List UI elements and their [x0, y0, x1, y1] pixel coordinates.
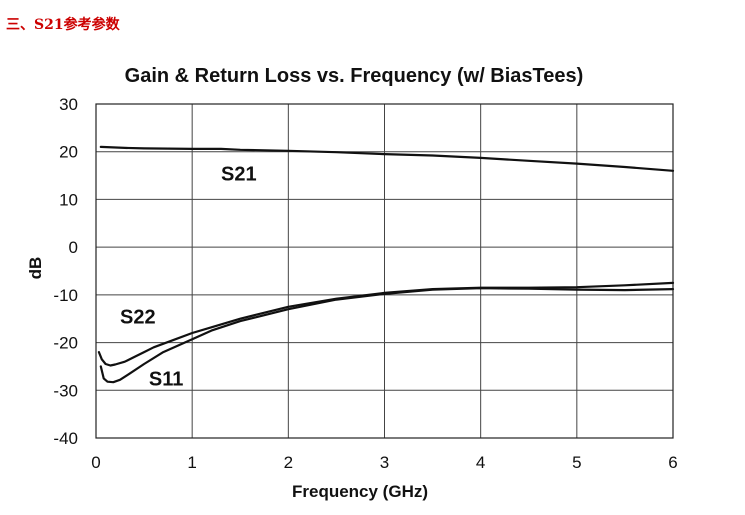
plot-frame	[95, 103, 674, 439]
x-tick-label: 2	[284, 453, 293, 472]
chart-title: Gain & Return Loss vs. Frequency (w/ Bia…	[125, 65, 584, 87]
x-tick-label: 6	[668, 453, 677, 472]
series-line-s11	[99, 287, 675, 384]
x-tick-labels: 0 1 2 3 4 5 6	[91, 453, 677, 472]
x-tick-label: 5	[572, 453, 581, 472]
series-label-s11: S11	[149, 369, 183, 391]
y-tick-label: 0	[69, 238, 78, 257]
x-tick-label: 3	[380, 453, 389, 472]
series-line-s21	[99, 145, 675, 172]
y-tick-label: -30	[53, 381, 78, 400]
y-tick-label: 20	[59, 143, 78, 162]
series-lines	[97, 145, 675, 384]
y-tick-label: 10	[59, 190, 78, 209]
y-tick-label: -20	[53, 334, 78, 353]
x-tick-label: 0	[91, 453, 100, 472]
x-tick-label: 1	[187, 453, 196, 472]
y-tick-labels: 30 20 10 0 -10 -20 -30 -40	[53, 95, 78, 448]
y-tick-label: -40	[53, 429, 78, 448]
x-tick-label: 4	[476, 453, 485, 472]
series-label-s22: S22	[120, 306, 156, 328]
x-axis-label: Frequency (GHz)	[292, 482, 428, 501]
y-axis-label: dB	[26, 257, 45, 280]
y-tick-label: -10	[53, 286, 78, 305]
section-heading: 三、S21参考参数	[6, 17, 120, 33]
y-tick-label: 30	[59, 95, 78, 114]
series-annotations: S21 S22 S11	[120, 163, 257, 390]
series-label-s21: S21	[221, 163, 257, 185]
